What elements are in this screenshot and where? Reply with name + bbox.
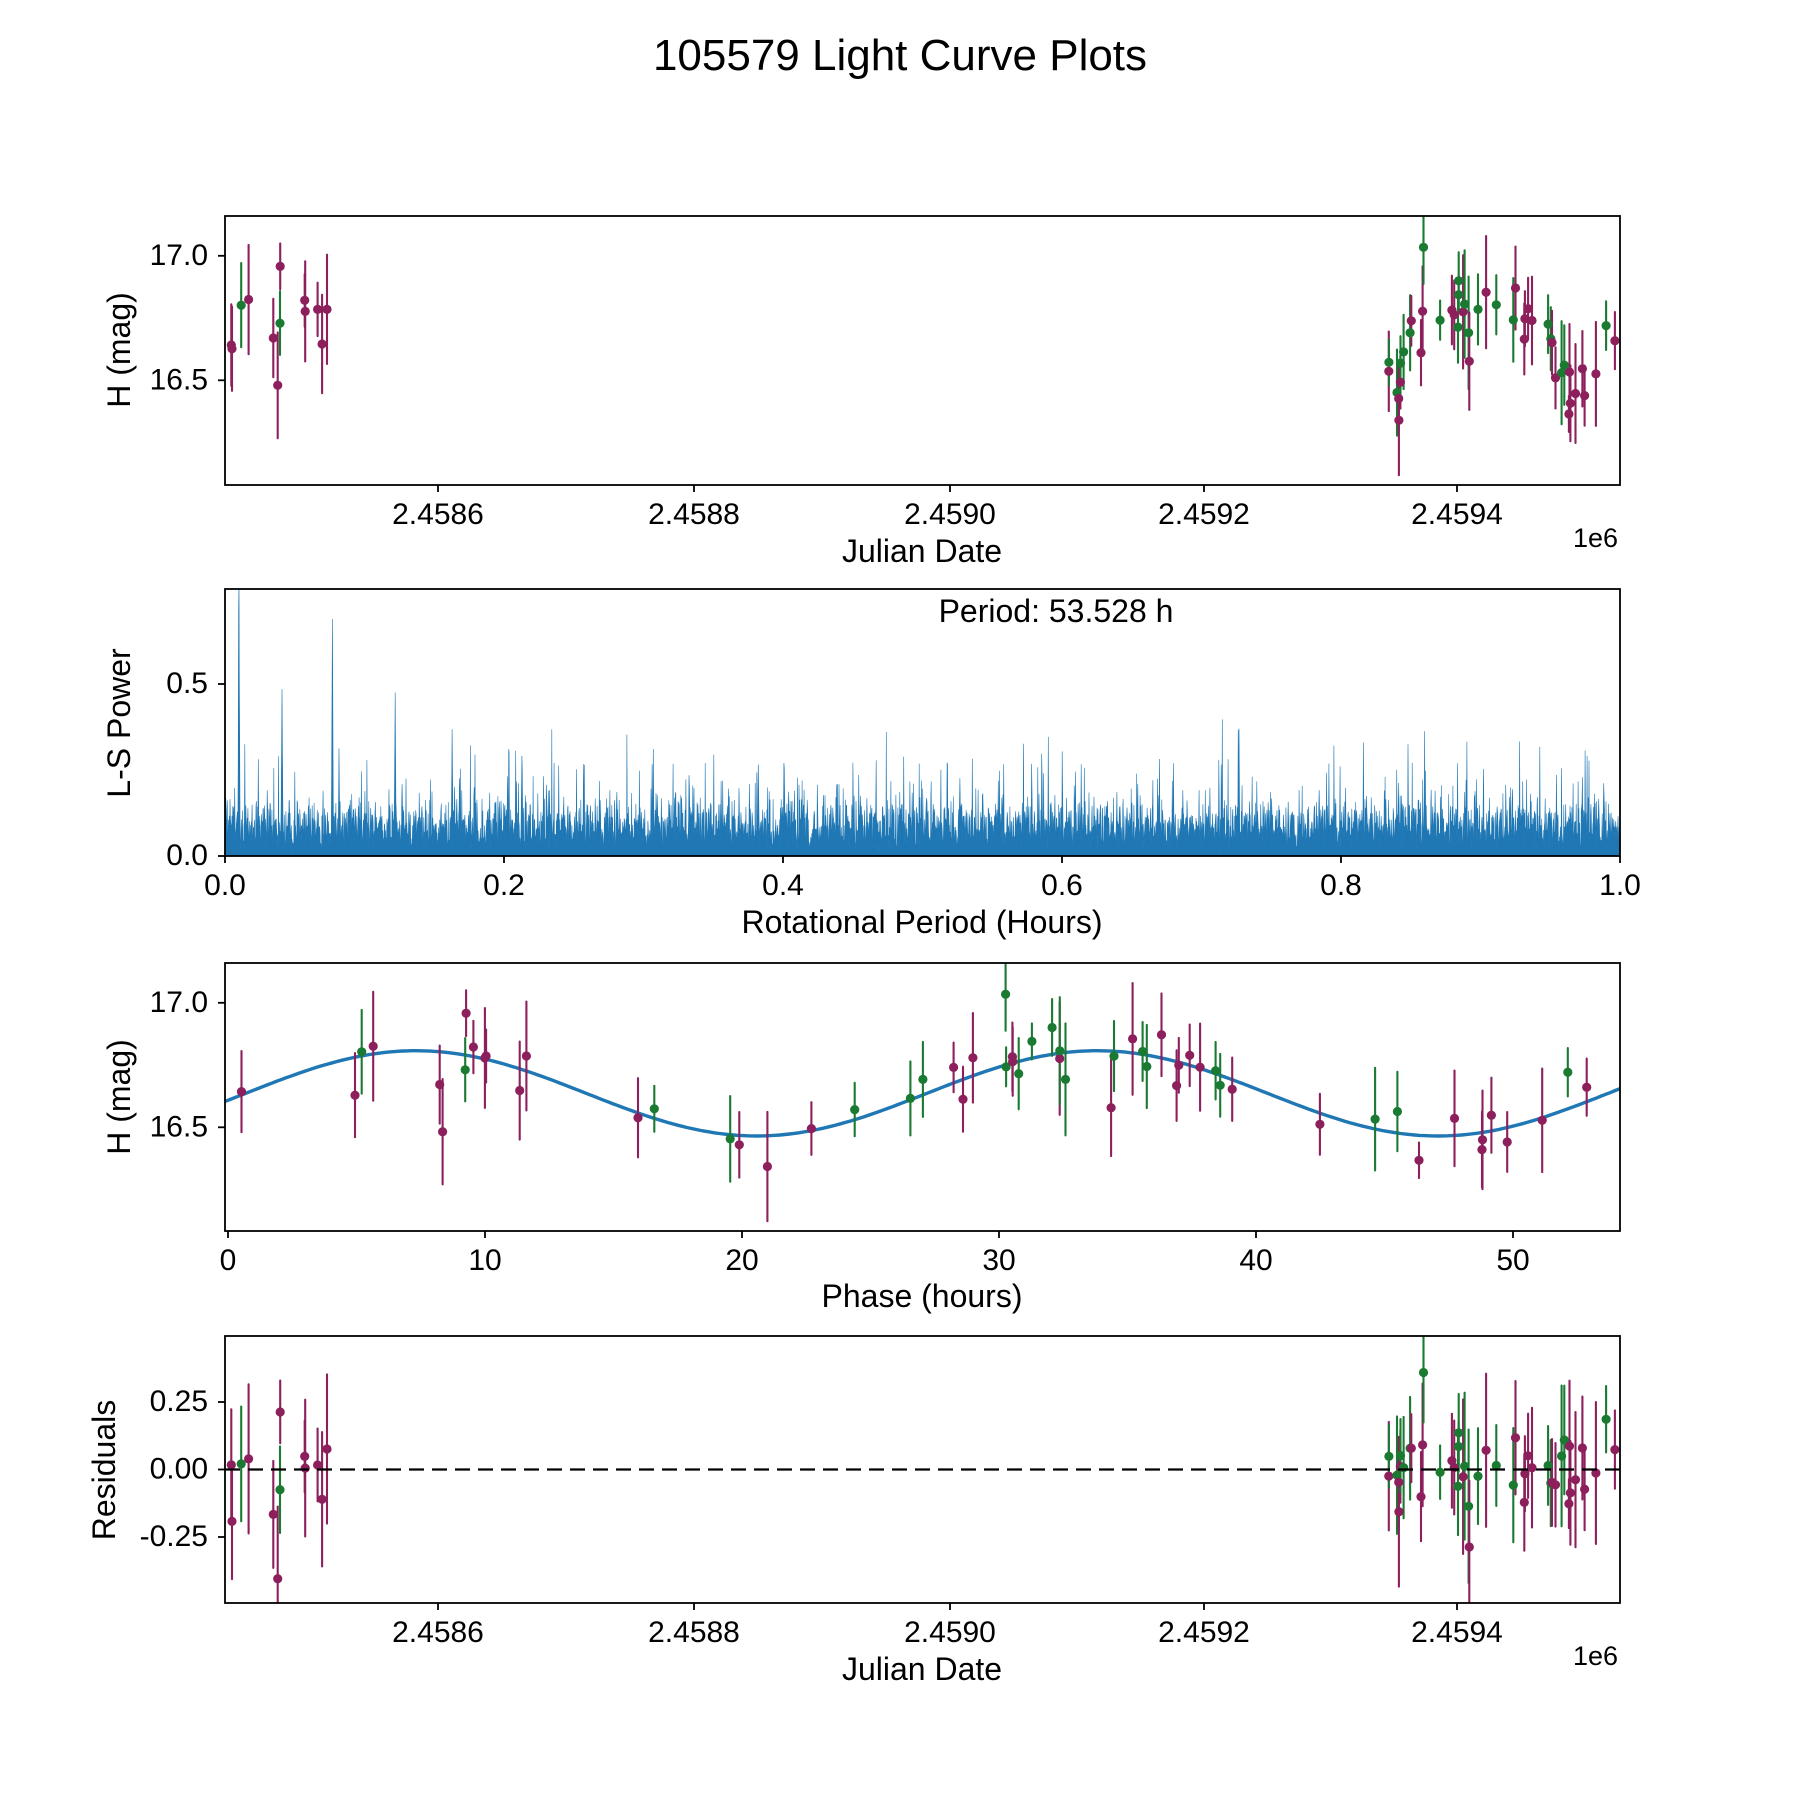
svg-text:2.4592: 2.4592 [1158, 1616, 1250, 1649]
svg-text:Residuals: Residuals [86, 1400, 122, 1541]
svg-text:2.4586: 2.4586 [392, 498, 484, 531]
svg-text:Phase (hours): Phase (hours) [822, 1278, 1023, 1314]
svg-text:0.6: 0.6 [1041, 869, 1083, 902]
svg-text:0: 0 [220, 1244, 237, 1277]
svg-text:2.4588: 2.4588 [648, 498, 740, 531]
svg-text:16.5: 16.5 [150, 364, 208, 397]
svg-text:0.25: 0.25 [150, 1385, 208, 1418]
svg-text:H (mag): H (mag) [101, 292, 137, 408]
svg-text:2.4590: 2.4590 [904, 498, 996, 531]
svg-text:Julian Date: Julian Date [842, 533, 1002, 569]
svg-text:0.5: 0.5 [166, 667, 208, 700]
svg-text:Julian Date: Julian Date [842, 1651, 1002, 1687]
svg-text:2.4594: 2.4594 [1411, 498, 1503, 531]
svg-text:Rotational Period (Hours): Rotational Period (Hours) [741, 904, 1102, 940]
svg-text:20: 20 [725, 1244, 758, 1277]
svg-text:2.4588: 2.4588 [648, 1616, 740, 1649]
svg-text:30: 30 [982, 1244, 1015, 1277]
svg-text:50: 50 [1496, 1244, 1529, 1277]
svg-text:0.0: 0.0 [204, 869, 246, 902]
svg-text:0.4: 0.4 [762, 869, 804, 902]
svg-text:0.2: 0.2 [483, 869, 525, 902]
svg-text:Period: 53.528 h: Period: 53.528 h [939, 593, 1174, 629]
svg-text:2.4592: 2.4592 [1158, 498, 1250, 531]
svg-text:L-S Power: L-S Power [101, 648, 137, 798]
svg-text:2.4590: 2.4590 [904, 1616, 996, 1649]
svg-text:0.00: 0.00 [150, 1453, 208, 1486]
svg-text:2.4594: 2.4594 [1411, 1616, 1503, 1649]
svg-text:1e6: 1e6 [1573, 523, 1618, 553]
svg-text:10: 10 [468, 1244, 501, 1277]
svg-text:17.0: 17.0 [150, 239, 208, 272]
svg-text:40: 40 [1239, 1244, 1272, 1277]
svg-text:0.0: 0.0 [166, 839, 208, 872]
svg-text:2.4586: 2.4586 [392, 1616, 484, 1649]
svg-text:1.0: 1.0 [1599, 869, 1641, 902]
svg-text:1e6: 1e6 [1573, 1641, 1618, 1671]
svg-text:105579 Light Curve Plots: 105579 Light Curve Plots [653, 31, 1147, 80]
svg-text:17.0: 17.0 [150, 986, 208, 1019]
svg-text:H (mag): H (mag) [101, 1039, 137, 1155]
svg-text:-0.25: -0.25 [140, 1520, 208, 1553]
svg-text:16.5: 16.5 [150, 1111, 208, 1144]
svg-text:0.8: 0.8 [1320, 869, 1362, 902]
